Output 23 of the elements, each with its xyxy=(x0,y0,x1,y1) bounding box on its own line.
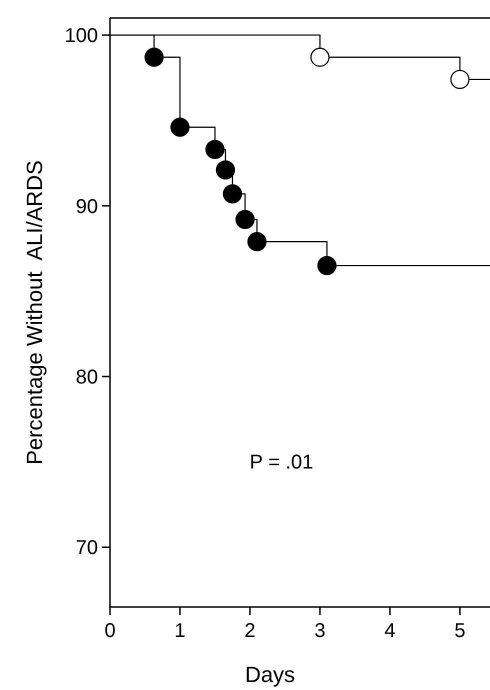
x-tick-label: 1 xyxy=(174,620,186,642)
annotation: P = .01 xyxy=(250,452,314,474)
point xyxy=(310,48,330,67)
y-tick-label: 80 xyxy=(76,366,98,389)
point xyxy=(450,70,470,90)
point xyxy=(170,118,190,137)
point xyxy=(222,184,242,204)
x-tick-label: 5 xyxy=(454,620,466,642)
x-tick-label: 0 xyxy=(104,620,116,642)
y-tick-label: 90 xyxy=(76,196,98,218)
y-tick-label: 100 xyxy=(64,25,98,48)
x-axis-title: Days xyxy=(244,662,296,687)
point xyxy=(205,140,225,160)
point xyxy=(317,256,337,276)
y-tick-label: 70 xyxy=(76,537,98,560)
x-tick-label: 4 xyxy=(384,620,396,642)
x-tick-label: 3 xyxy=(314,620,326,642)
point xyxy=(235,210,255,230)
y-axis-title: Percentage Without ALI/ARDS xyxy=(22,160,47,465)
point xyxy=(144,48,164,67)
point xyxy=(216,160,236,180)
point xyxy=(247,232,267,252)
x-tick-label: 2 xyxy=(244,620,256,642)
